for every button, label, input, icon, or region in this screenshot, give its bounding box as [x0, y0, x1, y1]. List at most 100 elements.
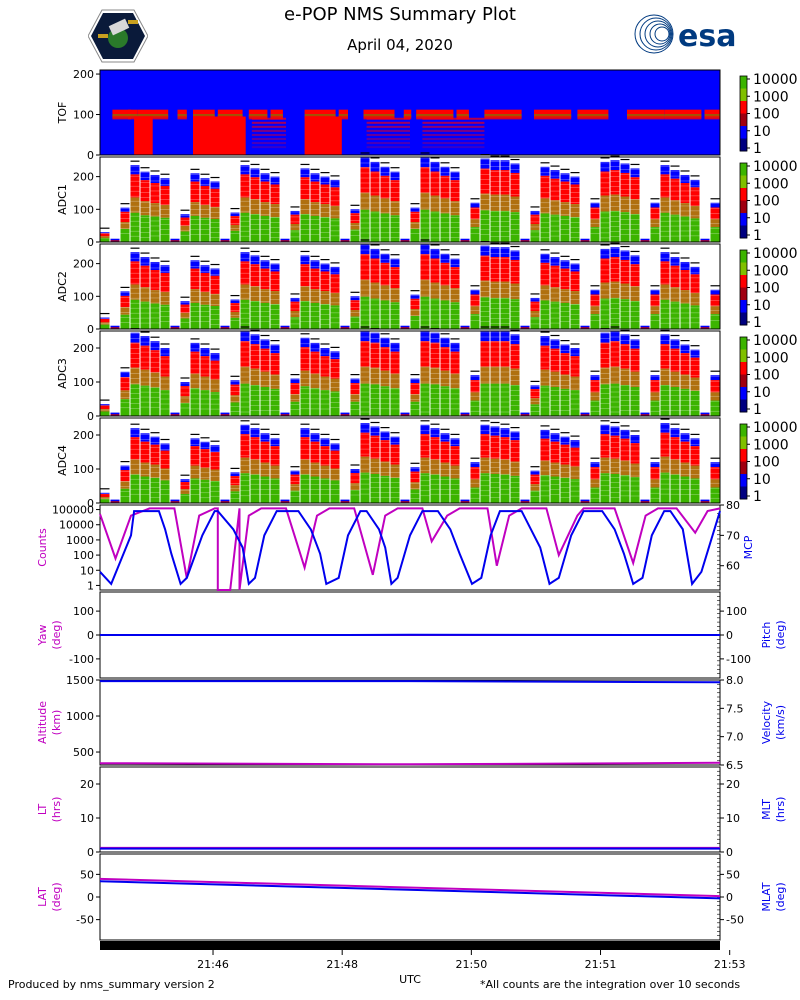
- panel-lat-mlat-y2tick-label: 0: [726, 891, 733, 904]
- bar-segment: [120, 377, 130, 391]
- bar-segment: [570, 348, 580, 357]
- panel-adc2-bar: [640, 325, 650, 329]
- bar-segment: [520, 414, 530, 416]
- bar-segment: [710, 289, 720, 295]
- panel-adc4-bar: [190, 433, 200, 503]
- panel-adc3-colorbar-label: 100: [753, 368, 780, 384]
- panel-adc2-bar: [260, 255, 270, 329]
- bar-segment: [680, 441, 690, 463]
- bar-segment: [210, 481, 220, 503]
- bar-segment: [400, 327, 410, 329]
- bar-segment: [670, 178, 680, 201]
- panel-tof-red-stripe: [251, 117, 286, 120]
- bar-segment: [410, 378, 420, 384]
- panel-adc3-bar: [260, 334, 270, 416]
- bar-segment: [570, 440, 580, 448]
- bar-segment: [590, 289, 600, 295]
- bar-segment: [600, 342, 610, 368]
- bar-segment: [500, 281, 510, 298]
- panel-adc3-bar: [320, 343, 330, 416]
- bar-segment: [680, 433, 690, 442]
- bar-segment: [140, 265, 150, 288]
- panel-adc3-bar: [170, 412, 180, 416]
- bar-segment: [650, 306, 660, 315]
- bar-segment: [350, 300, 360, 311]
- bar-segment: [380, 461, 390, 476]
- bar-segment: [680, 270, 690, 291]
- panel-adc2-bar: [400, 325, 410, 329]
- panel-adc3-bar: [130, 328, 140, 416]
- panel-adc2-bar: [150, 257, 160, 329]
- panel-adc4-bar: [630, 430, 640, 503]
- bar-segment: [200, 348, 210, 357]
- bar-segment: [560, 215, 570, 242]
- panel-counts-mcp-series-counts: [99, 507, 721, 591]
- bar-segment: [120, 307, 130, 315]
- bar-segment: [140, 257, 150, 266]
- panel-adc1-bar: [460, 238, 470, 242]
- bar-segment: [250, 437, 260, 460]
- bar-segment: [670, 200, 680, 215]
- panel-adc4-bar: [690, 433, 700, 503]
- bar-segment: [250, 301, 260, 329]
- panel-adc4-bar: [450, 433, 460, 503]
- panel-tof-red-stripe: [366, 138, 410, 140]
- bar-segment: [550, 214, 560, 242]
- bar-segment: [430, 171, 440, 196]
- bar-segment: [480, 158, 490, 169]
- bar-segment: [610, 160, 620, 171]
- bar-segment: [270, 184, 280, 205]
- bar-segment: [440, 337, 450, 348]
- panel-adc3-bar: [560, 340, 570, 416]
- bar-segment: [440, 433, 450, 442]
- bar-segment: [280, 240, 290, 242]
- bar-segment: [240, 252, 250, 262]
- bar-segment: [330, 187, 340, 206]
- panel-adc4-bar: [700, 499, 710, 503]
- panel-counts-mcp-ytick-label: 100000: [52, 504, 94, 517]
- panel-adc3-bar: [610, 326, 620, 416]
- panel-adc4-bar: [460, 499, 470, 503]
- panel-adc4-bar: [430, 423, 440, 503]
- x-tick-label: 21:46: [197, 958, 229, 971]
- bar-segment: [480, 168, 490, 194]
- bar-segment: [680, 374, 690, 389]
- bar-segment: [140, 433, 150, 442]
- bar-segment: [560, 260, 570, 269]
- panel-adc3-bar: [440, 333, 450, 416]
- bar-segment: [590, 219, 600, 228]
- panel-adc2-colorbar-segment: [740, 275, 747, 288]
- bar-segment: [200, 467, 210, 480]
- panel-adc3-bar: [590, 370, 600, 416]
- panel-adc3-bar: [650, 370, 660, 416]
- bar-segment: [590, 314, 600, 329]
- bar-segment: [260, 215, 270, 242]
- bar-segment: [230, 230, 240, 242]
- bar-segment: [450, 465, 460, 479]
- panel-adc1-frame: [99, 156, 721, 243]
- bar-segment: [120, 291, 130, 296]
- bar-segment: [120, 295, 130, 308]
- panel-adc3-bar: [380, 333, 390, 416]
- panel-adc1-bar: [580, 238, 590, 242]
- panel-adc3-bar: [630, 334, 640, 416]
- panel-altitude-velocity-series-altitude: [99, 761, 721, 766]
- panel-adc1-bar: [250, 163, 260, 242]
- bar-segment: [370, 342, 380, 368]
- panel-adc1-bar: [550, 165, 560, 242]
- panel-adc3-bar: [300, 333, 310, 416]
- panel-altitude-velocity-ylabel2-unit: (km/s): [774, 705, 787, 740]
- bar-segment: [320, 478, 330, 503]
- bar-segment: [430, 437, 440, 460]
- bar-segment: [630, 177, 640, 200]
- panel-lat-mlat-ytick-label: 0: [87, 891, 94, 904]
- panel-adc2-bar: [130, 247, 140, 329]
- bar-segment: [700, 501, 710, 503]
- bar-segment: [240, 299, 250, 329]
- bar-segment: [670, 170, 680, 179]
- bar-segment: [260, 181, 270, 203]
- panel-adc4-bar: [160, 438, 170, 503]
- panel-tof-band-low: [338, 115, 348, 120]
- panel-adc3-bar: [470, 370, 480, 416]
- bar-segment: [680, 203, 690, 217]
